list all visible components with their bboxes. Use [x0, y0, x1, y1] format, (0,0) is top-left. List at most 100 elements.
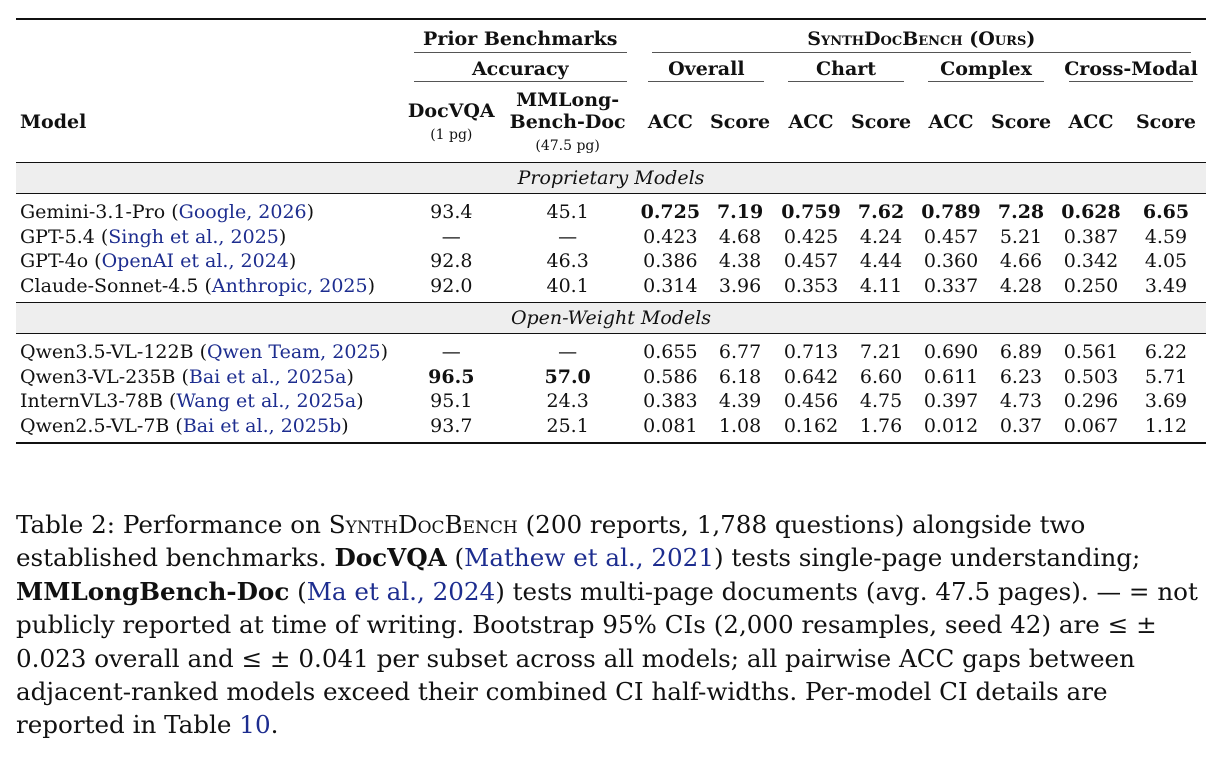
crossmodal-score-cell: 3.69 — [1144, 390, 1188, 412]
overall-acc-cell: 0.725 — [640, 201, 701, 223]
table-row: Gemini-3.1-Pro (Google, 2026) 93.4 45.1 0.7… — [16, 194, 1206, 225]
chart-acc-cell: 0.713 — [783, 341, 839, 363]
citation-link[interactable]: Qwen Team, 2025 — [207, 341, 381, 363]
table-row: InternVL3-78B (Wang et al., 2025a) 95.1 24… — [16, 389, 1206, 414]
overall-score-cell: 4.38 — [718, 250, 762, 272]
complex-acc-cell: 0.360 — [923, 250, 979, 272]
crossmodal-acc-cell: 0.387 — [1063, 225, 1119, 248]
complex-score-cell: 5.21 — [999, 225, 1043, 248]
chart-score-cell: 7.62 — [857, 201, 905, 223]
overall-acc-cell: 0.314 — [643, 274, 698, 297]
table-row: GPT-4o (OpenAI et al., 2024) 92.8 46.3 0.38… — [16, 249, 1206, 274]
citation-link[interactable]: Singh et al., 2025 — [108, 225, 279, 248]
overall-score-cell: 6.77 — [718, 341, 762, 363]
mmlongbench-cell: 46.3 — [546, 250, 589, 272]
subset-header-chart: Chart — [816, 57, 877, 80]
crossmodal-score-cell: 1.12 — [1144, 414, 1188, 437]
complex-acc-cell: 0.397 — [923, 390, 979, 412]
chart-acc-cell: 0.353 — [783, 274, 839, 297]
model-name-cell: Qwen2.5-VL-7B (Bai et al., 2025b) — [20, 414, 349, 437]
chart-score-cell: 4.11 — [859, 274, 903, 297]
chart-acc-cell: 0.759 — [781, 201, 841, 223]
model-name-cell: Qwen3-VL-235B (Bai et al., 2025a) — [20, 365, 354, 388]
subset-header-cross-modal: Cross-Modal — [1064, 57, 1198, 80]
chart-acc-cell: 0.456 — [783, 390, 839, 412]
docvqa-term: DocVQA — [334, 543, 447, 573]
overall-acc-cell: 0.383 — [643, 390, 698, 412]
table-header: Prior Benchmarks SynthDocBench (Ours) Ac… — [16, 19, 1206, 163]
chart-score-cell: 4.24 — [859, 225, 903, 248]
crossmodal-score-cell: 6.65 — [1142, 201, 1190, 223]
mmlongbench-cell: — — [558, 225, 578, 248]
chart-acc-cell: 0.457 — [783, 250, 839, 272]
crossmodal-acc-cell: 0.628 — [1061, 201, 1121, 223]
mmlongbench-cell: — — [558, 341, 578, 363]
docvqa-cell: 93.7 — [430, 414, 473, 437]
complex-score-cell: 4.66 — [999, 250, 1043, 272]
overall-acc-cell: 0.423 — [643, 225, 698, 248]
model-column-header: Model — [20, 110, 87, 133]
citation-link[interactable]: Wang et al., 2025a — [176, 390, 357, 412]
table-row: Qwen3-VL-235B (Bai et al., 2025a) 96.5 57.… — [16, 365, 1206, 390]
subset-header-complex: Complex — [940, 57, 1032, 80]
model-name-cell: Claude-Sonnet-4.5 (Anthropic, 2025) — [20, 274, 376, 297]
overall-score-cell: 6.18 — [718, 365, 762, 388]
section-header: Proprietary Models — [16, 162, 1206, 194]
overall-acc-cell: 0.586 — [643, 365, 698, 388]
overall-acc-cell: 0.081 — [643, 414, 698, 437]
mmlongbench-cell: 57.0 — [544, 365, 591, 388]
chart-score-cell: 7.21 — [859, 341, 903, 363]
model-name-cell: GPT-4o (OpenAI et al., 2024) — [20, 250, 297, 272]
subset-header-overall: Overall — [668, 57, 745, 80]
section-header: Open-Weight Models — [16, 302, 1206, 334]
overall-score-cell: 7.19 — [716, 201, 764, 223]
citation-link[interactable]: OpenAI et al., 2024 — [101, 250, 289, 272]
citation-link[interactable]: Anthropic, 2025 — [211, 274, 368, 297]
score-column-header: Score — [990, 110, 1052, 133]
crossmodal-acc-cell: 0.250 — [1063, 274, 1119, 297]
chart-score-cell: 6.60 — [859, 365, 903, 388]
table-row: Claude-Sonnet-4.5 (Anthropic, 2025) 92.0 4… — [16, 274, 1206, 303]
citation-link[interactable]: Mathew et al., 2021 — [464, 543, 714, 573]
table-row: Qwen2.5-VL-7B (Bai et al., 2025b) 93.7 25.… — [16, 414, 1206, 443]
citation-link[interactable]: Google, 2026 — [178, 201, 307, 223]
docvqa-column-header: DocVQA (1 pg) — [407, 100, 495, 143]
complex-score-cell: 4.73 — [999, 390, 1043, 412]
citation-link[interactable]: Ma et al., 2024 — [306, 576, 496, 606]
complex-acc-cell: 0.337 — [923, 274, 979, 297]
crossmodal-acc-cell: 0.561 — [1063, 341, 1119, 363]
crossmodal-acc-cell: 0.342 — [1063, 250, 1119, 272]
acc-column-header: ACC — [928, 110, 974, 133]
benchmark-name: SynthDocBench — [328, 510, 518, 539]
acc-column-header: ACC — [1068, 110, 1114, 133]
mmlongbench-column-header: MMLong- Bench-Doc (47.5 pg) — [509, 89, 626, 154]
citation-link[interactable]: Bai et al., 2025a — [188, 365, 347, 388]
section-title: Proprietary Models — [16, 162, 1206, 194]
crossmodal-score-cell: 6.22 — [1144, 341, 1188, 363]
chart-acc-cell: 0.425 — [783, 225, 839, 248]
table-body: Proprietary Models Gemini-3.1-Pro (Google… — [16, 162, 1206, 443]
chart-acc-cell: 0.162 — [783, 414, 839, 437]
complex-acc-cell: 0.457 — [923, 225, 979, 248]
table-reference-link[interactable]: 10 — [239, 710, 271, 740]
chart-score-cell: 4.75 — [859, 390, 903, 412]
docvqa-cell: — — [441, 341, 461, 363]
mmlongbench-cell: 25.1 — [546, 414, 589, 437]
section-title: Open-Weight Models — [16, 302, 1206, 334]
acc-column-header: ACC — [647, 110, 693, 133]
docvqa-cell: 95.1 — [430, 390, 473, 412]
model-name-cell: GPT-5.4 (Singh et al., 2025) — [20, 225, 287, 248]
complex-acc-cell: 0.690 — [923, 341, 979, 363]
results-table: Prior Benchmarks SynthDocBench (Ours) Ac… — [16, 18, 1206, 444]
prior-benchmarks-header: Prior Benchmarks — [423, 28, 618, 50]
citation-link[interactable]: Bai et al., 2025b — [182, 414, 342, 437]
crossmodal-acc-cell: 0.067 — [1063, 414, 1119, 437]
table-caption: Table 2: Performance on SynthDocBench (2… — [16, 510, 1198, 740]
crossmodal-score-cell: 5.71 — [1144, 365, 1188, 388]
score-column-header: Score — [710, 110, 771, 133]
crossmodal-score-cell: 3.49 — [1144, 274, 1188, 297]
table-row: Qwen3.5-VL-122B (Qwen Team, 2025) — — 0.655… — [16, 334, 1206, 365]
complex-score-cell: 6.23 — [999, 365, 1043, 388]
complex-acc-cell: 0.789 — [921, 201, 981, 223]
